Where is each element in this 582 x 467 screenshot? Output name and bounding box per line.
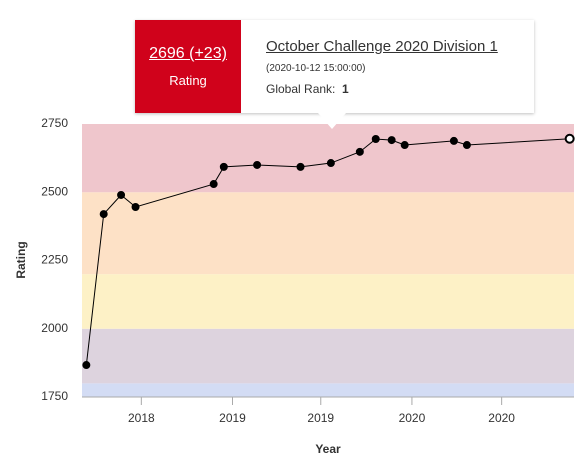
tooltip-rating-caption: Rating <box>169 73 207 88</box>
y-axis-label: Rating <box>14 241 28 278</box>
data-point <box>82 361 91 370</box>
tooltip: 2696 (+23) Rating October Challenge 2020… <box>135 20 534 113</box>
x-axis-label: Year <box>315 442 341 456</box>
y-tick-label: 2000 <box>41 321 68 335</box>
x-tick-label: 2018 <box>128 411 155 425</box>
data-point <box>449 136 458 145</box>
data-point <box>296 162 305 171</box>
data-point <box>387 136 396 145</box>
data-point <box>326 159 335 168</box>
tooltip-details: October Challenge 2020 Division 1 (2020-… <box>241 20 498 113</box>
y-tick-label: 1750 <box>41 389 68 403</box>
rating-band <box>82 192 574 275</box>
data-point <box>400 141 409 150</box>
data-point <box>117 190 126 199</box>
tooltip-arrow <box>318 113 346 129</box>
tooltip-rating-box: 2696 (+23) Rating <box>135 20 241 113</box>
data-point <box>355 147 364 156</box>
rating-line <box>85 138 570 366</box>
data-point <box>253 160 262 169</box>
y-tick-label: 2250 <box>41 253 68 267</box>
data-point <box>219 162 228 171</box>
x-tick-label: 2019 <box>307 411 334 425</box>
rating-band <box>82 383 574 397</box>
tooltip-contest[interactable]: October Challenge 2020 Division 1 <box>266 38 498 55</box>
rating-band <box>82 274 574 329</box>
data-point <box>131 202 140 211</box>
x-tick-label: 2020 <box>488 411 515 425</box>
data-point <box>99 210 108 219</box>
data-point <box>462 141 471 150</box>
rank-caption: Global Rank: <box>266 82 336 96</box>
y-tick-label: 2750 <box>41 116 68 130</box>
tooltip-rating[interactable]: 2696 (+23) <box>149 45 227 62</box>
rank-value: 1 <box>342 82 349 96</box>
y-tick-label: 2500 <box>41 184 68 198</box>
data-point <box>371 135 380 144</box>
tooltip-date: (2020-10-12 15:00:00) <box>266 63 366 74</box>
data-point <box>564 133 575 144</box>
rating-band <box>82 328 574 384</box>
tooltip-rank: Global Rank: 1 <box>266 82 498 96</box>
rating-band <box>82 124 574 193</box>
x-tick-label: 2019 <box>219 411 246 425</box>
x-tick-label: 2020 <box>399 411 426 425</box>
data-point <box>209 180 218 189</box>
